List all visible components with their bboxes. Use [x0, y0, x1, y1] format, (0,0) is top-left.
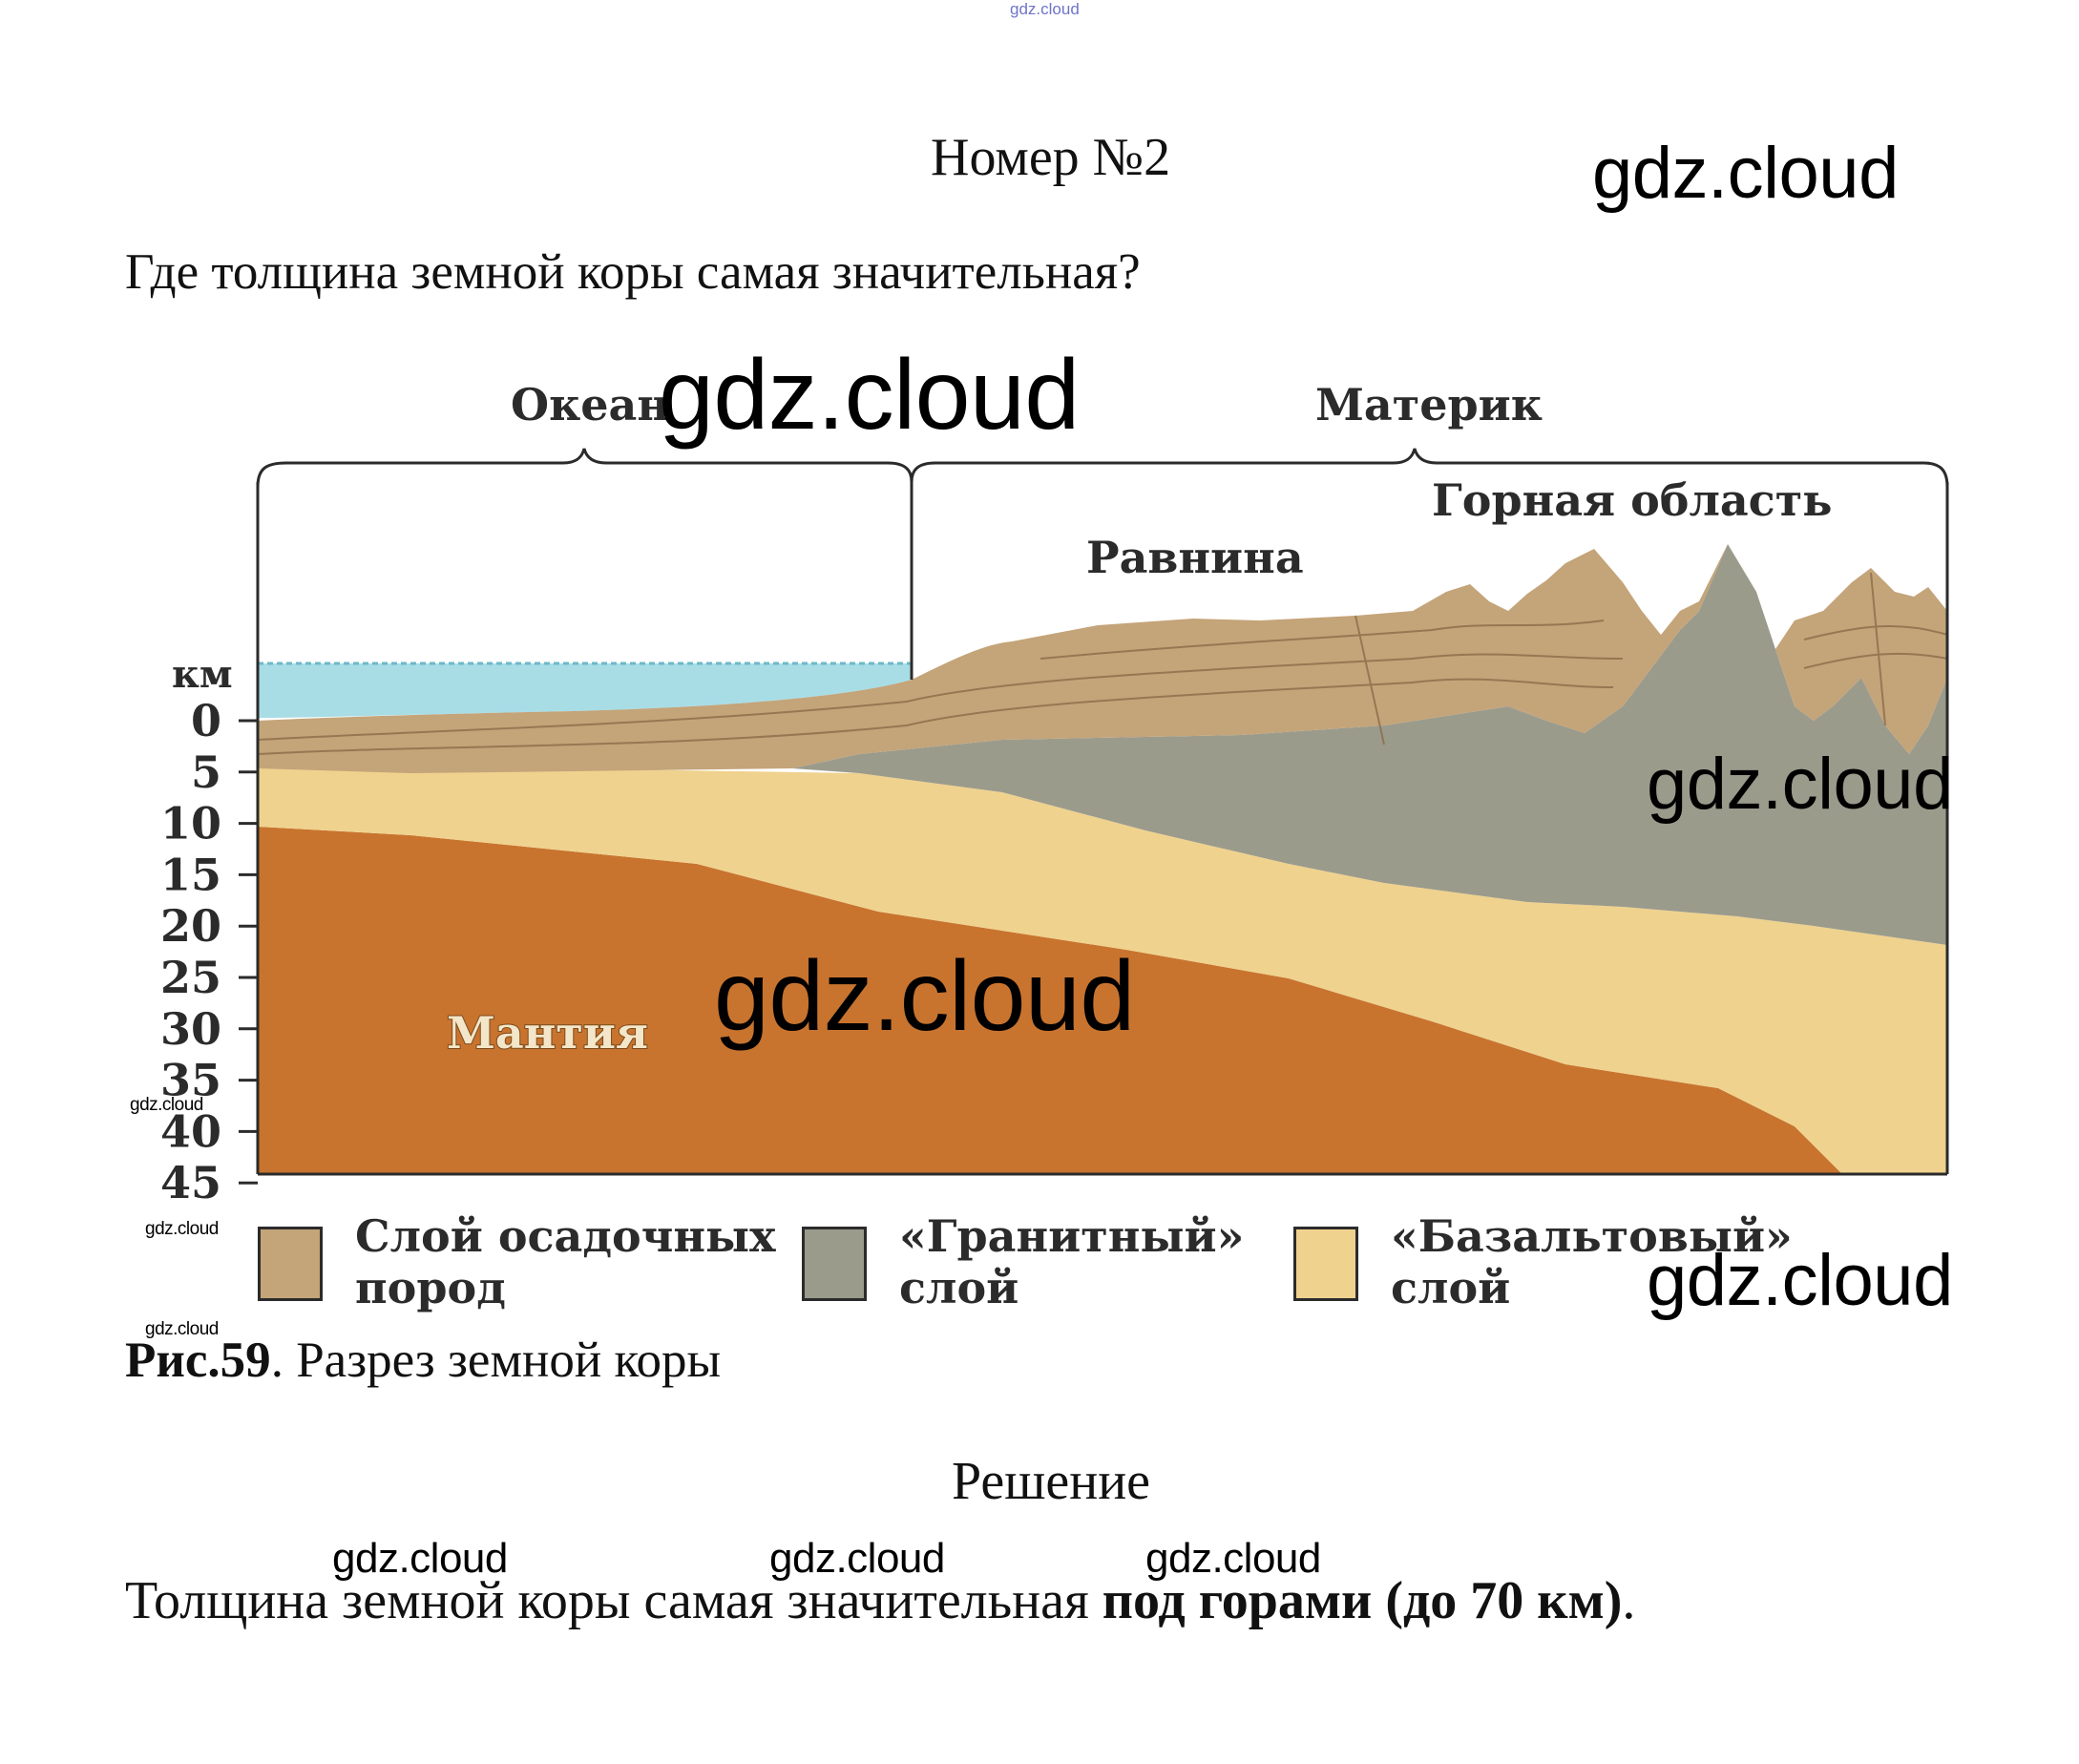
legend-label-line1: «Гранитный»	[899, 1210, 1245, 1262]
legend-label-line1: «Базальтовый»	[1391, 1210, 1793, 1262]
legend-label-line2: пород	[355, 1262, 506, 1313]
watermark-solution-1: gdz.cloud	[332, 1535, 508, 1582]
legend-label-line1: Слой осадочных	[355, 1210, 776, 1262]
watermark-over-ocean: gdz.cloud	[659, 340, 1080, 451]
answer-text: Толщина земной коры самая значительная п…	[125, 1570, 1635, 1631]
granite-layer	[792, 544, 1947, 945]
depth-tick-label: 5	[191, 746, 221, 798]
page-title: Номер №2	[931, 128, 1171, 187]
depth-tick-label: 40	[160, 1105, 221, 1157]
label-mountain-area: Горная область	[1432, 474, 1832, 526]
legend-label-line2: слой	[1391, 1262, 1511, 1313]
watermark-solution-3: gdz.cloud	[1145, 1535, 1321, 1582]
watermark-center: gdz.cloud	[714, 941, 1135, 1052]
figure-caption-number: Рис.59	[125, 1333, 271, 1388]
watermark-right-legend: gdz.cloud	[1647, 1240, 1953, 1321]
depth-tick-label: 15	[160, 849, 221, 900]
sediment-patch-right	[1775, 568, 1947, 754]
depth-tick-label: 30	[160, 1003, 221, 1055]
watermark-header: gdz.cloud	[1592, 133, 1899, 214]
tiny-top-watermark: gdz.cloud	[1010, 0, 1080, 18]
watermark-small-left-2: gdz.cloud	[145, 1219, 219, 1239]
legend-label-line2: слой	[899, 1262, 1019, 1313]
figure-caption: Рис.59. Разрез земной коры	[125, 1332, 721, 1389]
label-continent: Материк	[1315, 379, 1543, 430]
solution-heading: Решение	[952, 1452, 1151, 1511]
mantle-layer	[258, 827, 1842, 1174]
legend-swatch	[1293, 1227, 1358, 1301]
depth-tick-label: 20	[160, 900, 221, 952]
legend-swatch	[258, 1227, 323, 1301]
legend-label: «Гранитный» слой	[899, 1210, 1244, 1313]
basalt-layer	[258, 764, 1947, 1174]
label-plain: Равнина	[1086, 532, 1304, 583]
watermark-small-left-1: gdz.cloud	[130, 1095, 203, 1115]
label-ocean: Океан	[511, 379, 669, 430]
label-km: км	[172, 652, 233, 697]
legend-label: «Базальтовый» слой	[1391, 1210, 1793, 1313]
depth-tick-label: 0	[191, 695, 221, 746]
answer-plain: Толщина земной коры самая значительная	[125, 1571, 1102, 1630]
watermark-right-middle: gdz.cloud	[1647, 744, 1953, 825]
answer-end: .	[1622, 1571, 1636, 1630]
depth-tick-label: 10	[160, 798, 221, 850]
depth-tick-label: 45	[160, 1157, 221, 1208]
legend-swatch	[802, 1227, 867, 1301]
figure-caption-text: . Разрез земной коры	[270, 1333, 722, 1388]
top-brackets	[256, 448, 1949, 1174]
ocean-water	[258, 663, 912, 718]
depth-tick-label: 35	[160, 1055, 221, 1106]
watermark-small-left-3: gdz.cloud	[145, 1319, 219, 1339]
label-mantle: Мантия	[447, 1007, 648, 1059]
sediment-layer	[258, 544, 1728, 773]
watermark-solution-2: gdz.cloud	[769, 1535, 945, 1582]
question-text: Где толщина земной коры самая значительн…	[125, 244, 1141, 300]
strata-lines	[257, 572, 1948, 755]
answer-bold: под горами (до 70 км)	[1102, 1571, 1623, 1630]
depth-tick-label: 25	[160, 952, 221, 1003]
legend-label: Слой осадочных пород	[355, 1210, 776, 1313]
